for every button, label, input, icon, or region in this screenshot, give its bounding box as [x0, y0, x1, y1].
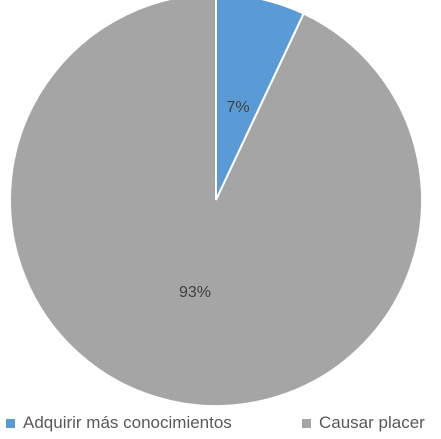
pie-data-label-0: 7% — [226, 99, 249, 116]
pie-slice-1 — [9, 0, 423, 407]
legend-item-causar-placer: Causar placer — [302, 411, 425, 435]
pie-slices — [9, 0, 423, 407]
chart-legend: Adquirir más conocimientos Causar placer — [0, 411, 441, 435]
pie-data-label-1: 93% — [179, 284, 211, 301]
legend-label-adquirir: Adquirir más conocimientos — [23, 413, 232, 432]
legend-swatch-causar-placer — [302, 418, 311, 428]
pie-data-labels: 7% 93% — [179, 99, 250, 301]
legend-label-causar-placer: Causar placer — [319, 413, 425, 432]
legend-item-adquirir: Adquirir más conocimientos — [6, 411, 232, 435]
legend-swatch-adquirir — [6, 418, 15, 428]
